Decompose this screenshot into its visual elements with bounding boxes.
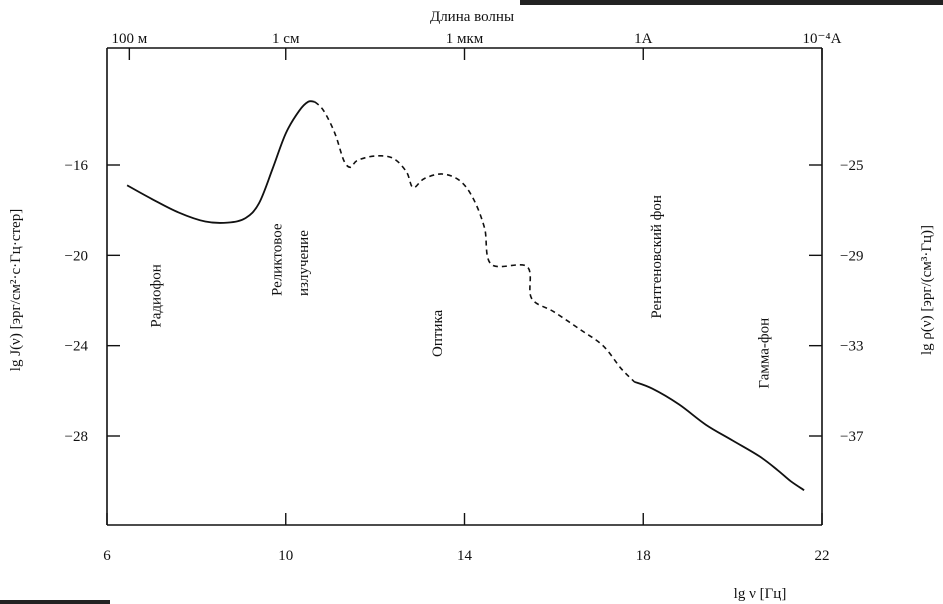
region-label-5: Гамма-фон [756,318,772,389]
bottom-axis-ticks: 6 10 14 18 22 [103,513,830,564]
bottom-tick-label-3: 18 [636,548,651,564]
region-label-2: излучение [296,230,312,296]
bottom-tick-label-1: 10 [278,548,293,564]
top-axis-ticks: 100 м 1 см 1 мкм 1A 10⁻⁴A [111,31,842,60]
region-label-1: Реликтовое [269,223,285,296]
region-label-4: Рентгеновский фон [649,195,665,319]
top-tick-label-1: 1 см [272,31,300,47]
right-tick-label-0: −25 [840,158,863,174]
top-axis-title: Длина волны [430,9,514,25]
x-axis-title: lg ν [Гц] [734,586,787,602]
scan-edge-bottom [0,600,110,604]
left-tick-label-1: −20 [65,248,88,264]
spectrum-series [126,100,805,491]
right-tick-label-2: −33 [840,339,863,355]
bottom-tick-label-0: 6 [103,548,111,564]
top-tick-label-0: 100 м [111,31,147,47]
left-tick-label-3: −28 [65,429,88,445]
bottom-tick-label-2: 14 [457,548,473,564]
region-label-3: Оптика [430,309,446,357]
right-axis-ticks: −25 −29 −33 −37 [809,158,864,445]
y-axis-title-left: lg J(ν) [эрг/см²·с·Гц·стер] [8,209,24,371]
y-axis-title-right: lg ρ(ν) [эрг/(см³·Гц)] [919,225,935,355]
spectrum-segment-0-solid [126,100,315,224]
spectrum-segment-2-solid [633,380,805,491]
scan-edge-top [520,0,943,5]
left-tick-label-2: −24 [65,339,89,355]
left-tick-label-0: −16 [65,158,89,174]
right-tick-label-1: −29 [840,248,863,264]
spectrum-segment-1-dashed [314,101,635,383]
top-tick-label-3: 1A [634,31,653,47]
top-tick-label-4: 10⁻⁴A [803,31,842,47]
region-labels: Радиофон Реликтовое излучение Оптика Рентген… [149,195,773,389]
right-tick-label-3: −37 [840,429,864,445]
left-axis-ticks: −16 −20 −24 −28 [65,158,120,445]
top-tick-label-2: 1 мкм [446,31,484,47]
bottom-tick-label-4: 22 [815,548,830,564]
region-label-0: Радиофон [149,264,165,327]
